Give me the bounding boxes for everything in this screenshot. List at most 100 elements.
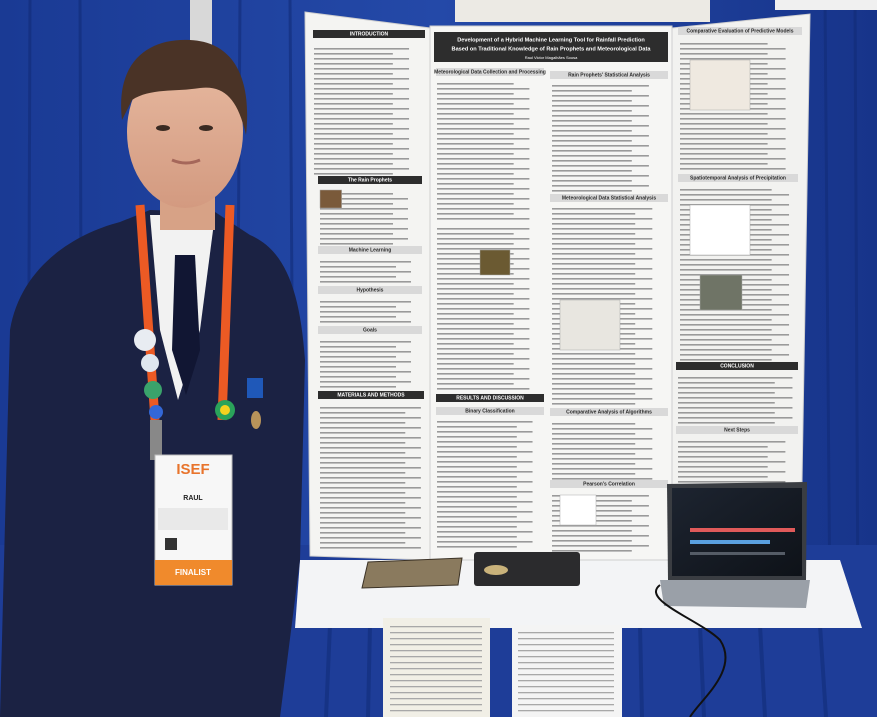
text-line [437,248,530,250]
text-line [320,407,421,409]
text-line [552,165,649,167]
text-line [552,530,632,532]
text-line [314,163,393,165]
text-line [314,58,410,60]
cable [655,584,727,717]
text-line [437,388,530,390]
text-line [437,496,517,498]
section-header-bar [550,408,668,416]
text-line [437,521,533,523]
poster-figure [559,299,621,351]
text-line [314,143,393,145]
badge-clip [150,420,162,460]
paper-line [390,680,482,682]
text-line [320,462,406,464]
paper-line [518,686,614,688]
paper-sheet [383,618,490,717]
text-line [552,448,653,450]
text-line [437,133,514,135]
text-line [320,442,406,444]
paper-line [390,704,482,706]
text-line [678,412,775,414]
text-line [314,93,393,95]
text-line [437,263,514,265]
text-line [437,466,517,468]
text-line [320,203,393,205]
text-line [320,223,393,225]
text-line [552,130,632,132]
text-line [314,153,393,155]
text-line [437,333,514,335]
text-line [437,198,530,200]
text-line [437,313,514,315]
text-line [437,426,517,428]
paper-line [518,704,614,706]
text-line [552,263,636,265]
text-line [680,163,768,165]
text-line [320,447,421,449]
text-line [437,451,533,453]
text-line [437,238,530,240]
section-header-bar [550,194,668,202]
text-line [320,412,406,414]
text-line [320,422,406,424]
section-header-bar [550,480,668,488]
text-line [320,218,408,220]
section-header-bar [436,68,544,76]
paper-line [390,638,482,640]
text-line [552,515,649,517]
text-line [678,407,793,409]
text-line [437,431,533,433]
text-line [437,446,517,448]
section-header: Binary Classification [465,408,514,414]
text-line [552,160,632,162]
paper-line [518,680,614,682]
text-line [320,527,421,529]
text-line [314,98,410,100]
text-line [552,353,636,355]
text-line [680,168,786,170]
text-line [437,486,517,488]
text-line [678,422,775,424]
text-line [437,203,514,205]
text-line [320,522,406,524]
text-line [437,188,530,190]
text-line [680,334,790,336]
text-line [314,73,393,75]
text-line [552,423,636,425]
text-line [552,180,632,182]
text-line [678,392,775,394]
poster-figure [479,249,511,276]
paper-line [390,668,482,670]
text-line [320,316,396,318]
text-line [314,83,393,85]
badge-status: FINALIST [175,568,211,577]
text-line [320,517,421,519]
text-line [437,501,533,503]
tie [172,255,200,395]
text-line [680,194,790,196]
text-line [320,361,411,363]
text-line [680,53,768,55]
text-line [437,278,530,280]
text-line [552,150,632,152]
paper-line [518,698,614,700]
text-line [552,135,649,137]
text-line [314,78,410,80]
text-line [552,268,653,270]
poster-figure [699,274,743,311]
text-line [437,531,533,533]
section-header: CONCLUSION [720,363,754,369]
poster-figure [689,204,751,256]
poster-figure [559,494,597,526]
text-line [552,378,653,380]
text-line [437,213,514,215]
text-line [552,368,653,370]
text-line [678,387,793,389]
section-header: Pearson's Correlation [583,481,635,487]
text-line [437,303,514,305]
text-line [552,298,653,300]
text-line [320,477,421,479]
text-line [320,492,406,494]
